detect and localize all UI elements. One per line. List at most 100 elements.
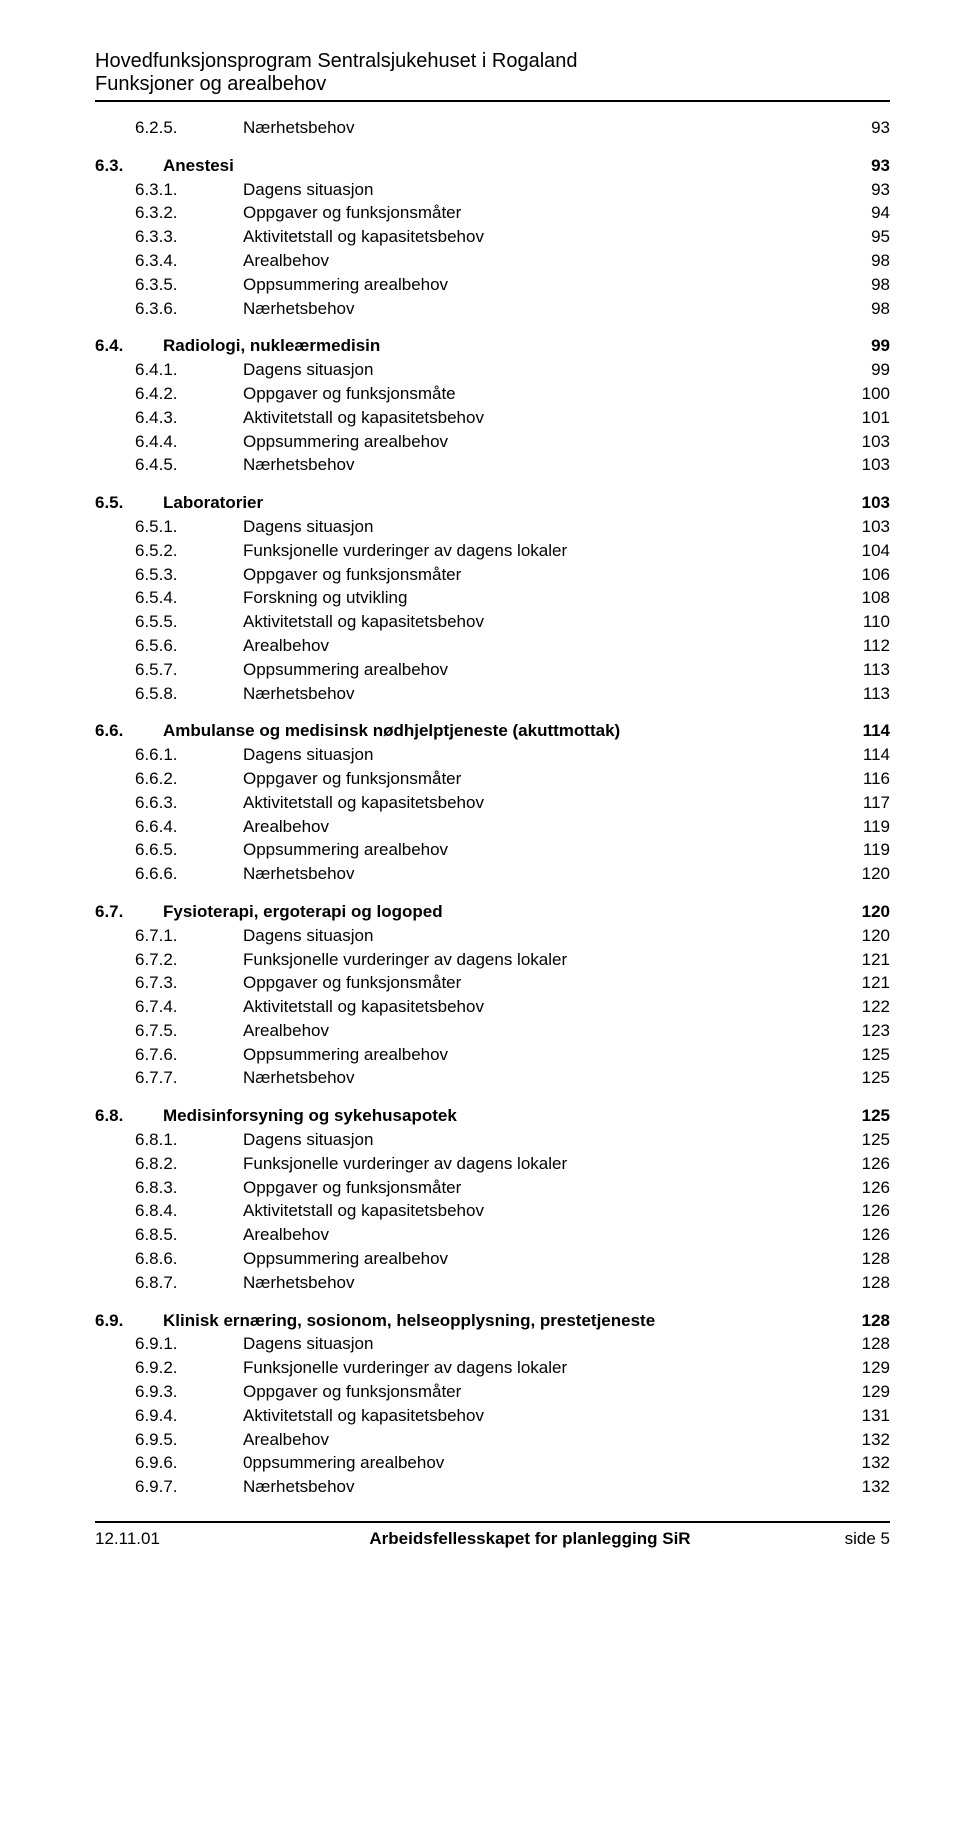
toc-row: 6.2.5.Nærhetsbehov93 [95, 116, 890, 140]
toc-row: 6.8.3.Oppgaver og funksjonsmåter126 [95, 1176, 890, 1200]
toc-number: 6.4. [95, 334, 163, 358]
toc-page: 126 [859, 1199, 890, 1223]
toc-page: 128 [859, 1247, 890, 1271]
toc-title: Oppsummering arealbehov [243, 838, 448, 862]
page-footer: 12.11.01 Arbeidsfellesskapet for planleg… [95, 1521, 890, 1549]
toc-title: Arealbehov [243, 1019, 329, 1043]
toc-row: 6.7.Fysioterapi, ergoterapi og logoped12… [95, 900, 890, 924]
toc-title: Oppgaver og funksjonsmåter [243, 563, 461, 587]
toc-page: 125 [859, 1104, 890, 1128]
toc-page: 121 [859, 948, 890, 972]
toc-title: Ambulanse og medisinsk nødhjelptjeneste … [163, 719, 620, 743]
toc-row: 6.4.5.Nærhetsbehov103 [95, 453, 890, 477]
toc-row: 6.5.2.Funksjonelle vurderinger av dagens… [95, 539, 890, 563]
toc-number: 6.9.1. [95, 1332, 243, 1356]
toc-number: 6.6. [95, 719, 163, 743]
toc-page: 132 [859, 1475, 890, 1499]
toc-title: Funksjonelle vurderinger av dagens lokal… [243, 1152, 567, 1176]
toc-title: Funksjonelle vurderinger av dagens lokal… [243, 539, 567, 563]
toc-number: 6.5.6. [95, 634, 243, 658]
toc-page: 100 [859, 382, 890, 406]
toc-number: 6.2.5. [95, 116, 243, 140]
toc-number: 6.4.5. [95, 453, 243, 477]
toc-number: 6.7.2. [95, 948, 243, 972]
toc-row: 6.5.5.Aktivitetstall og kapasitetsbehov1… [95, 610, 890, 634]
toc-number: 6.3.1. [95, 178, 243, 202]
toc-row: 6.5.7.Oppsummering arealbehov113 [95, 658, 890, 682]
toc-number: 6.3.2. [95, 201, 243, 225]
toc-number: 6.5.8. [95, 682, 243, 706]
toc-title: Klinisk ernæring, sosionom, helseopplysn… [163, 1309, 655, 1333]
toc-row: 6.8.7.Nærhetsbehov128 [95, 1271, 890, 1295]
toc-row: 6.5.4.Forskning og utvikling108 [95, 586, 890, 610]
toc-row: 6.4.4.Oppsummering arealbehov103 [95, 430, 890, 454]
toc-title: Nærhetsbehov [243, 1271, 355, 1295]
toc-number: 6.9.6. [95, 1451, 243, 1475]
toc-title: Oppgaver og funksjonsmåter [243, 1380, 461, 1404]
toc-number: 6.6.5. [95, 838, 243, 862]
toc-page: 112 [860, 634, 890, 658]
toc-page: 117 [860, 791, 890, 815]
toc-page: 122 [859, 995, 890, 1019]
toc-number: 6.6.1. [95, 743, 243, 767]
toc-number: 6.5.4. [95, 586, 243, 610]
toc-row: 6.9.6.0ppsummering arealbehov132 [95, 1451, 890, 1475]
toc-page: 120 [859, 862, 890, 886]
toc-row: 6.5.1.Dagens situasjon103 [95, 515, 890, 539]
toc-row: 6.6.5.Oppsummering arealbehov119 [95, 838, 890, 862]
toc-page: 125 [859, 1066, 890, 1090]
toc-page: 103 [859, 430, 890, 454]
toc-title: Oppgaver og funksjonsmåter [243, 1176, 461, 1200]
toc-title: Funksjonelle vurderinger av dagens lokal… [243, 948, 567, 972]
toc-row: 6.3.1.Dagens situasjon93 [95, 178, 890, 202]
toc-page: 104 [859, 539, 890, 563]
toc-row: 6.7.6.Oppsummering arealbehov125 [95, 1043, 890, 1067]
toc-row: 6.3.4.Arealbehov98 [95, 249, 890, 273]
toc-row: 6.6.4.Arealbehov119 [95, 815, 890, 839]
toc-number: 6.6.6. [95, 862, 243, 886]
toc-row: 6.3.5.Oppsummering arealbehov98 [95, 273, 890, 297]
toc-number: 6.3.5. [95, 273, 243, 297]
header-title-1: Hovedfunksjonsprogram Sentralsjukehuset … [95, 50, 890, 73]
toc-row: 6.6.3.Aktivitetstall og kapasitetsbehov1… [95, 791, 890, 815]
toc-page: 106 [859, 563, 890, 587]
toc-number: 6.9.3. [95, 1380, 243, 1404]
toc-number: 6.5. [95, 491, 163, 515]
toc-number: 6.8.4. [95, 1199, 243, 1223]
toc-title: Nærhetsbehov [243, 453, 355, 477]
toc-title: Dagens situasjon [243, 1332, 373, 1356]
toc-title: Aktivitetstall og kapasitetsbehov [243, 995, 484, 1019]
toc-row: 6.8.5.Arealbehov126 [95, 1223, 890, 1247]
toc-title: Oppgaver og funksjonsmåter [243, 201, 461, 225]
toc-title: Nærhetsbehov [243, 862, 355, 886]
toc-row: 6.8.2.Funksjonelle vurderinger av dagens… [95, 1152, 890, 1176]
toc-title: Aktivitetstall og kapasitetsbehov [243, 1404, 484, 1428]
toc-title: Arealbehov [243, 249, 329, 273]
toc-row: 6.8.4.Aktivitetstall og kapasitetsbehov 1… [95, 1199, 890, 1223]
toc-number: 6.9.4. [95, 1404, 243, 1428]
toc-page: 98 [868, 249, 890, 273]
toc-page: 113 [860, 682, 890, 706]
toc-row: 6.9.7.Nærhetsbehov132 [95, 1475, 890, 1499]
toc-number: 6.8.7. [95, 1271, 243, 1295]
toc-title: Aktivitetstall og kapasitetsbehov [243, 610, 484, 634]
toc-page: 98 [868, 297, 890, 321]
toc-number: 6.7.4. [95, 995, 243, 1019]
toc-page: 125 [859, 1128, 890, 1152]
toc-page: 129 [859, 1356, 890, 1380]
toc-number: 6.9.7. [95, 1475, 243, 1499]
toc-page: 129 [859, 1380, 890, 1404]
toc-page: 93 [868, 178, 890, 202]
toc-number: 6.6.2. [95, 767, 243, 791]
toc-number: 6.8.1. [95, 1128, 243, 1152]
toc-row: 6.7.5.Arealbehov123 [95, 1019, 890, 1043]
toc-number: 6.8.2. [95, 1152, 243, 1176]
toc-row: 6.5.8.Nærhetsbehov113 [95, 682, 890, 706]
toc-page: 131 [859, 1404, 890, 1428]
toc-page: 103 [859, 491, 890, 515]
toc-title: Aktivitetstall og kapasitetsbehov [243, 1199, 484, 1223]
toc-page: 126 [859, 1176, 890, 1200]
toc-title: Oppgaver og funksjonsmåter [243, 767, 461, 791]
toc-title: Oppgaver og funksjonsmåte [243, 382, 456, 406]
toc-title: Medisinforsyning og sykehusapotek [163, 1104, 457, 1128]
